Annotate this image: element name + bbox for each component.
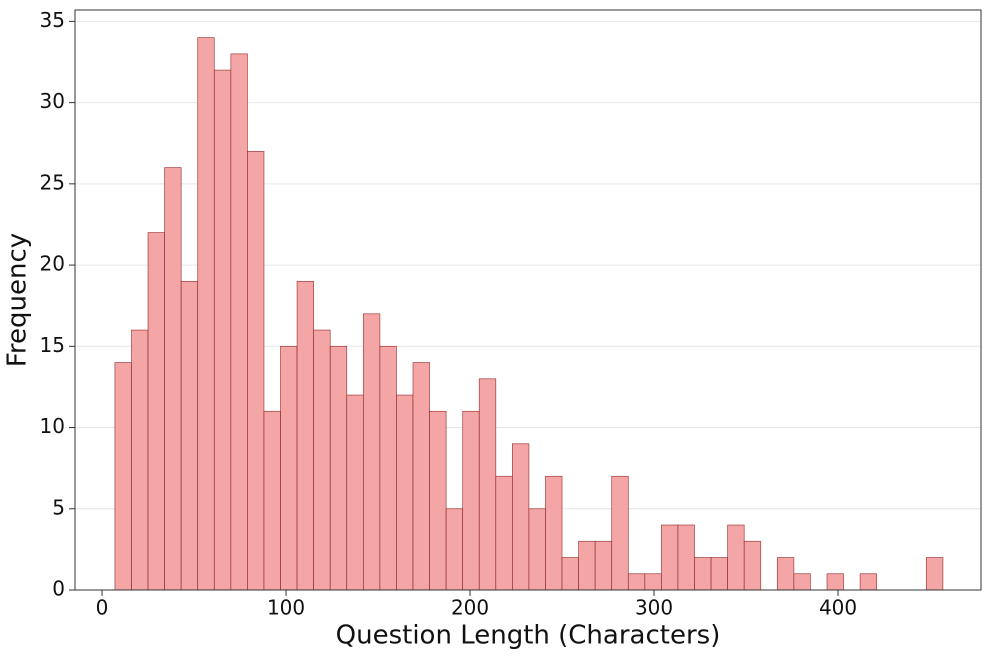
- bar: [512, 443, 530, 591]
- y-tick-label: 10: [40, 414, 65, 438]
- bar: [362, 313, 381, 591]
- bar: [180, 280, 199, 591]
- bar: [495, 475, 513, 591]
- bar: [677, 524, 695, 591]
- y-tick-label: 0: [52, 577, 65, 601]
- bar: [164, 167, 182, 591]
- x-tick-label: 200: [451, 596, 489, 620]
- y-tick-label: 15: [40, 333, 65, 357]
- bar: [263, 410, 281, 591]
- y-tick-label: 5: [52, 495, 65, 519]
- bar: [826, 573, 844, 591]
- x-tick-label: 400: [819, 596, 857, 620]
- bar: [396, 394, 414, 591]
- bar: [611, 475, 629, 591]
- bar: [776, 557, 795, 591]
- bar: [859, 573, 878, 591]
- y-tick-label: 30: [40, 89, 65, 113]
- bar: [727, 524, 745, 591]
- bar: [114, 362, 132, 591]
- plot-frame: [74, 9, 982, 591]
- bar: [346, 394, 364, 591]
- bar: [379, 345, 397, 591]
- bar: [545, 475, 563, 591]
- y-tick-label: 35: [40, 8, 65, 32]
- y-tick-label: 25: [40, 170, 65, 194]
- bar: [793, 573, 811, 591]
- bar: [230, 53, 248, 591]
- bar: [694, 557, 712, 591]
- bar: [627, 573, 646, 591]
- bar: [131, 329, 149, 591]
- y-tick-label: 20: [40, 252, 65, 276]
- bar: [296, 280, 314, 591]
- bar: [661, 524, 679, 591]
- bar: [197, 37, 215, 591]
- y-axis-label: Frequency: [3, 233, 33, 367]
- bar: [594, 540, 613, 591]
- bar: [926, 557, 944, 591]
- bar: [329, 345, 348, 591]
- bar: [445, 508, 464, 591]
- bar: [644, 573, 662, 591]
- bar: [561, 557, 579, 591]
- bar: [429, 410, 447, 591]
- bar: [213, 69, 232, 591]
- x-tick-label: 100: [267, 596, 305, 620]
- bar: [280, 345, 298, 591]
- bar: [462, 410, 480, 591]
- bar: [578, 540, 596, 591]
- bar: [743, 540, 762, 591]
- bar: [313, 329, 331, 591]
- bar: [147, 232, 165, 591]
- bar: [478, 378, 497, 591]
- x-tick-label: 0: [96, 596, 109, 620]
- bar: [528, 508, 546, 591]
- x-axis-label: Question Length (Characters): [336, 621, 721, 651]
- bar: [412, 362, 430, 591]
- bar: [710, 557, 728, 591]
- bar: [247, 150, 265, 591]
- x-tick-label: 300: [635, 596, 673, 620]
